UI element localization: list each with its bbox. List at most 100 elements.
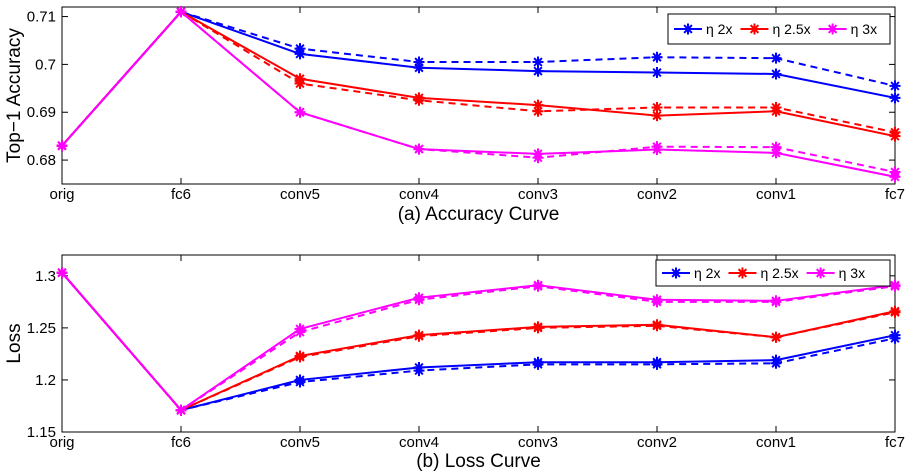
data-point (770, 101, 782, 113)
data-point (651, 358, 663, 370)
series-line-2 (61, 10, 896, 147)
data-point (532, 65, 544, 77)
series-line-1 (61, 272, 896, 412)
data-point (889, 80, 901, 92)
x-tick-label: conv3 (518, 434, 558, 451)
y-tick-label: 0.68 (27, 152, 56, 169)
data-point (532, 56, 544, 68)
data-point (56, 267, 68, 279)
legend-marker (748, 23, 760, 35)
legend-label: η 2.5x (760, 265, 798, 281)
data-point (651, 296, 663, 308)
x-tick-label: conv5 (280, 186, 320, 203)
data-point (294, 78, 306, 90)
series-line-5 (61, 272, 896, 412)
x-tick-label: fc7 (885, 186, 905, 203)
legend-marker (827, 23, 839, 35)
data-point (889, 166, 901, 178)
data-point (651, 51, 663, 63)
data-point (770, 68, 782, 80)
x-tick-label: conv4 (399, 186, 439, 203)
legend-box (655, 259, 891, 287)
legend-label: η 2x (706, 21, 732, 37)
x-tick-label: orig (49, 434, 74, 451)
data-point (532, 105, 544, 117)
data-point (413, 143, 425, 155)
data-point (889, 306, 901, 318)
data-point (294, 376, 306, 388)
legend-marker (736, 267, 748, 279)
legend-label: η 2x (694, 265, 720, 281)
y-tick-label: 1.3 (35, 268, 56, 285)
legend-label: η 3x (851, 21, 877, 37)
y-axis-label: Top−1 Accuracy (4, 28, 25, 163)
data-point (770, 52, 782, 64)
legend-label: η 3x (839, 265, 865, 281)
y-tick-label: 0.69 (27, 104, 56, 121)
x-tick-label: conv5 (280, 434, 320, 451)
data-point (294, 326, 306, 338)
data-point (889, 332, 901, 344)
data-point (770, 147, 782, 159)
data-point (651, 101, 663, 113)
x-tick-label: conv2 (637, 434, 677, 451)
y-tick-label: 1.2 (35, 372, 56, 389)
data-point (532, 152, 544, 164)
data-point (413, 330, 425, 342)
data-point (532, 322, 544, 334)
data-point (889, 92, 901, 104)
x-tick-label: orig (49, 186, 74, 203)
data-point (532, 358, 544, 370)
legend-marker (670, 267, 682, 279)
x-tick-label: conv2 (637, 186, 677, 203)
data-point (889, 126, 901, 138)
data-point (175, 404, 187, 416)
data-point (651, 110, 663, 122)
data-point (651, 141, 663, 153)
data-point (294, 106, 306, 118)
legend-marker (682, 23, 694, 35)
series-line-0 (61, 272, 896, 412)
data-point (294, 351, 306, 363)
x-tick-label: conv1 (756, 434, 796, 451)
data-point (770, 141, 782, 153)
data-point (889, 280, 901, 292)
legend-marker (815, 267, 827, 279)
chart-title: (b) Loss Curve (416, 451, 541, 472)
data-point (413, 294, 425, 306)
y-tick-label: 1.15 (27, 424, 56, 441)
y-tick-label: 0.71 (27, 9, 56, 26)
data-point (532, 280, 544, 292)
data-point (770, 331, 782, 343)
data-point (413, 94, 425, 106)
x-tick-label: conv1 (756, 186, 796, 203)
data-point (651, 67, 663, 79)
x-tick-label: fc6 (171, 434, 191, 451)
loss-chart: orig fc6 conv5 conv4 conv3 conv2 conv1 fc7 1.15 1… (4, 254, 905, 472)
x-tick-label: fc7 (885, 434, 905, 451)
x-tick-label: conv4 (399, 434, 439, 451)
data-point (175, 6, 187, 18)
legend-box (667, 13, 891, 45)
data-point (532, 99, 544, 111)
chart-title: (a) Accuracy Curve (398, 204, 560, 225)
y-axis-label: Loss (4, 323, 25, 363)
legend-label: η 2.5x (772, 21, 810, 37)
data-point (294, 43, 306, 55)
data-point (413, 365, 425, 377)
accuracy-chart: orig fc6 conv5 conv4 conv3 conv2 conv1 fc7 0.68 0… (4, 6, 905, 225)
series-line-1 (61, 10, 896, 147)
data-point (56, 140, 68, 152)
data-point (651, 320, 663, 332)
series-line-3 (61, 272, 896, 412)
x-tick-label: conv3 (518, 186, 558, 203)
data-point (413, 56, 425, 68)
y-tick-label: 1.25 (27, 320, 56, 337)
series-line-0 (61, 10, 896, 147)
series-line-5 (61, 10, 896, 174)
data-point (770, 296, 782, 308)
series-line-3 (61, 10, 896, 147)
data-point (413, 62, 425, 74)
x-tick-label: fc6 (171, 186, 191, 203)
